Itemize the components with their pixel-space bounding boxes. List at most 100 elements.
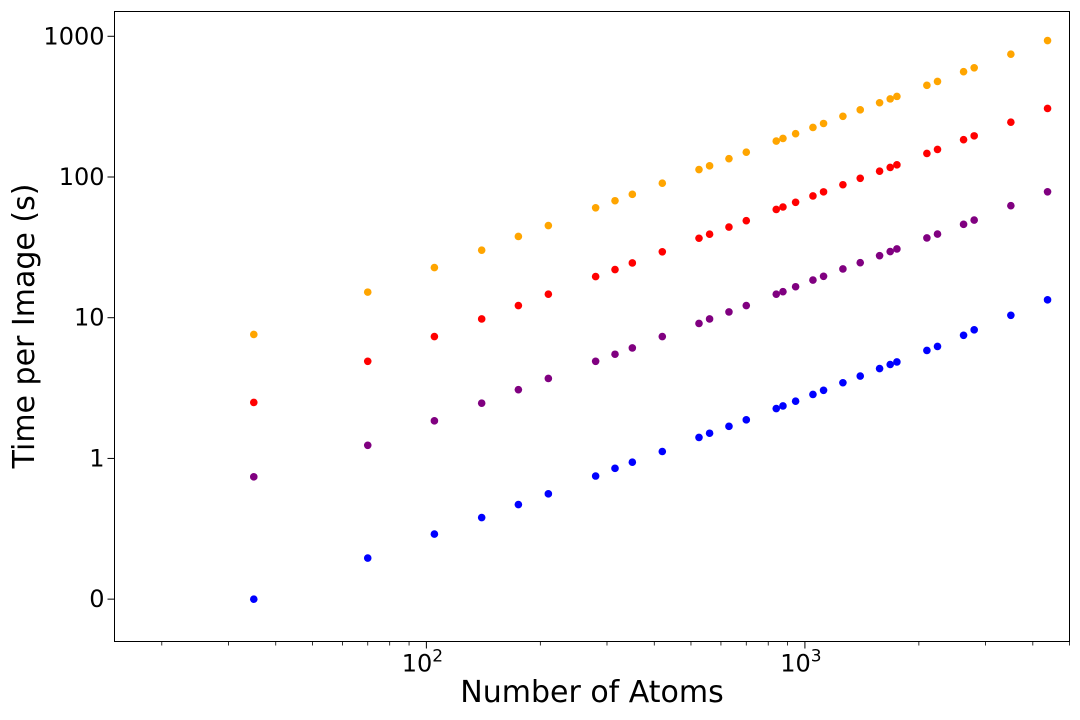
data-point <box>970 64 978 72</box>
data-point <box>544 290 553 298</box>
data-point <box>249 330 258 339</box>
data-point <box>544 490 553 498</box>
data-point <box>893 358 901 366</box>
data-point <box>514 385 523 394</box>
data-point <box>628 190 637 199</box>
data-points <box>249 36 1052 603</box>
data-point <box>970 132 978 140</box>
y-tick-label: 100 <box>59 163 105 191</box>
data-point <box>658 248 667 256</box>
data-point <box>779 134 787 143</box>
data-point <box>875 98 884 107</box>
data-point <box>742 216 751 225</box>
data-point <box>514 301 523 310</box>
data-point <box>839 112 847 121</box>
data-point <box>477 399 486 407</box>
data-point <box>839 180 847 189</box>
data-point <box>933 230 942 238</box>
data-point <box>430 530 439 538</box>
x-tick-label: 102 <box>402 647 443 678</box>
data-point <box>1007 50 1015 58</box>
data-point <box>1043 187 1052 196</box>
data-point <box>875 167 884 175</box>
data-point <box>1043 296 1052 304</box>
y-tick-label: 10 <box>74 304 105 332</box>
data-point <box>772 137 781 145</box>
data-point <box>933 145 942 154</box>
data-point <box>791 129 800 138</box>
data-point <box>611 265 619 274</box>
data-point <box>1007 311 1015 320</box>
data-point <box>809 276 817 284</box>
data-point <box>742 416 751 424</box>
data-point <box>779 402 787 410</box>
x-tick-label: 103 <box>780 647 821 678</box>
data-point <box>514 500 523 509</box>
data-point <box>363 357 372 366</box>
y-tick-label: 1 <box>89 444 104 472</box>
data-point <box>819 188 828 196</box>
data-point <box>430 263 439 272</box>
data-point <box>249 473 258 481</box>
data-point <box>819 119 828 128</box>
data-point <box>959 331 968 340</box>
data-point <box>249 398 258 407</box>
x-axis-title: Number of Atoms <box>460 675 723 710</box>
data-point <box>970 326 978 334</box>
data-point <box>742 301 751 310</box>
data-point <box>430 417 439 425</box>
data-point <box>725 223 733 231</box>
data-point <box>658 179 667 188</box>
data-point <box>628 458 637 467</box>
data-point <box>695 433 703 442</box>
data-point <box>658 332 667 341</box>
data-point <box>430 332 439 341</box>
data-point <box>779 287 787 296</box>
data-point <box>1043 36 1052 45</box>
data-point <box>772 404 781 413</box>
data-point <box>591 357 600 366</box>
y-axis: 0 1 10 100 1000 <box>43 22 115 613</box>
data-point <box>886 360 894 369</box>
data-point <box>893 92 901 101</box>
data-point <box>819 272 828 281</box>
data-point <box>886 247 894 256</box>
data-point <box>477 315 486 323</box>
data-point <box>514 232 523 241</box>
y-tick-label: 1000 <box>43 22 104 50</box>
data-point <box>959 67 968 76</box>
data-point <box>695 319 703 328</box>
data-point <box>886 163 894 172</box>
data-point <box>791 198 800 207</box>
data-point <box>923 234 931 242</box>
data-point <box>923 346 931 355</box>
data-point <box>791 282 800 291</box>
data-point <box>611 350 619 359</box>
y-tick-label: 0 <box>89 585 104 613</box>
data-point <box>363 554 372 562</box>
data-point <box>959 220 968 229</box>
data-point <box>933 342 942 351</box>
data-point <box>875 251 884 260</box>
data-point <box>742 148 751 157</box>
data-point <box>893 245 901 253</box>
data-point <box>923 81 931 90</box>
data-point <box>705 162 714 170</box>
data-point <box>544 374 553 383</box>
data-point <box>544 221 553 230</box>
data-point <box>591 472 600 480</box>
data-point <box>628 344 637 352</box>
data-point <box>839 378 847 387</box>
data-point <box>1007 118 1015 127</box>
data-point <box>658 447 667 456</box>
data-point <box>959 135 968 144</box>
data-point <box>363 441 372 450</box>
data-point <box>695 234 703 243</box>
data-point <box>923 149 931 158</box>
data-point <box>591 272 600 281</box>
data-point <box>839 265 847 273</box>
data-point <box>705 315 714 323</box>
data-point <box>856 174 865 183</box>
data-point <box>809 192 817 200</box>
data-point <box>875 364 884 373</box>
